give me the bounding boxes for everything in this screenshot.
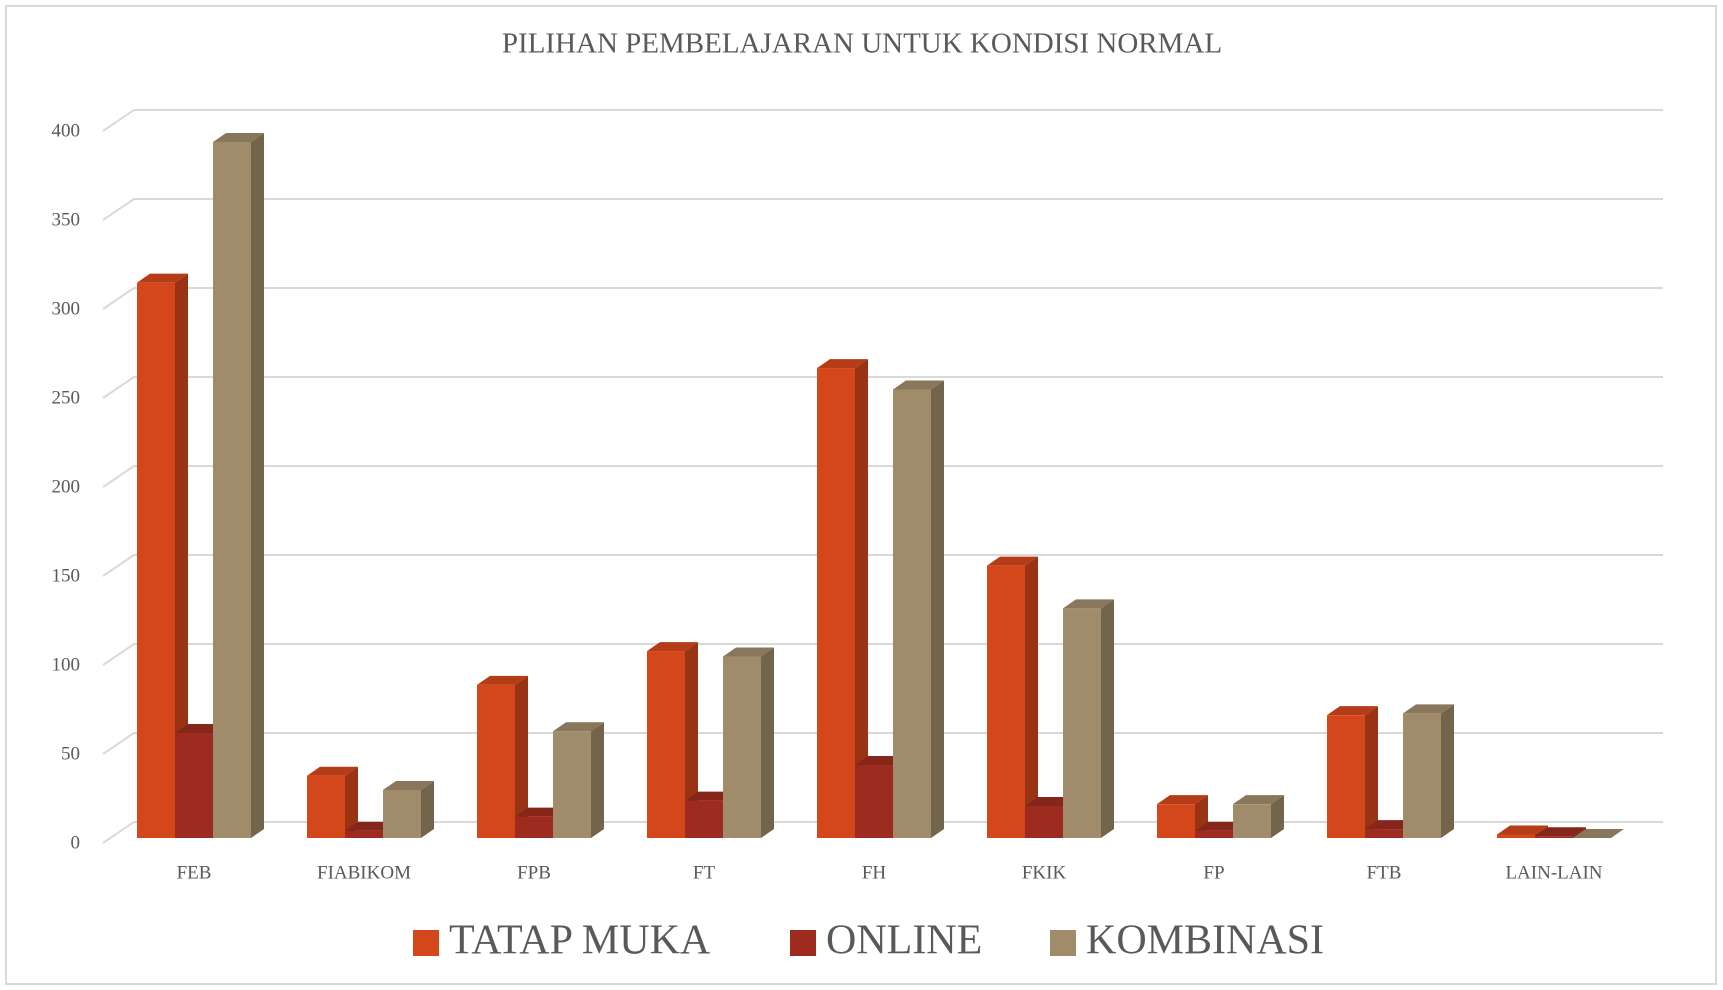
chart-title: PILIHAN PEMBELAJARAN UNTUK KONDISI NORMA… [502,28,1222,60]
grid-line [102,821,1663,844]
y-tick-label: 300 [52,298,81,319]
bar [817,368,855,838]
bar-side [1573,827,1586,838]
bar-side [515,675,528,838]
grid-line [102,376,1663,399]
bar-side [591,722,604,838]
x-tick-label: FTB [1367,862,1402,883]
bar [1497,834,1535,838]
y-tick-label: 200 [52,476,81,497]
bar [1365,829,1403,838]
x-tick-label: LAIN-LAIN [1505,862,1602,883]
bar-top [893,380,944,390]
bar [137,282,175,838]
bar-side [251,133,264,838]
bar [1157,804,1195,838]
bar [1233,804,1271,838]
y-tick-label: 0 [71,832,81,853]
grid-line [102,465,1663,488]
bar [855,765,893,838]
x-tick-label: FIABIKOM [317,862,411,883]
bar [723,656,761,838]
y-tick-label: 150 [52,565,81,586]
bar [893,389,931,838]
bar-top [477,675,528,685]
y-tick-label: 400 [52,120,81,141]
bar-side [761,647,774,838]
legend-swatch [413,930,439,956]
bar-side [1441,704,1454,838]
bar [1403,713,1441,838]
bar [175,732,213,838]
x-tick-label: FH [862,862,887,883]
bar-top [137,273,188,283]
legend-label: KOMBINASI [1086,918,1324,964]
bar [515,816,553,838]
bar-side [345,766,358,838]
x-tick-label: FPB [517,862,551,883]
legend-label: TATAP MUKA [449,918,711,964]
bar [1535,836,1573,838]
legend-label: ONLINE [826,918,982,964]
bar [987,565,1025,838]
bar [553,731,591,838]
bar-side [175,273,188,838]
bar-top [987,556,1038,566]
bar-top [1157,795,1208,805]
legend-swatch [790,930,816,956]
grid-line [102,732,1663,755]
bar-top [213,133,264,143]
y-tick-label: 350 [52,209,81,230]
bar-side [931,380,944,838]
bar-side [685,642,698,838]
x-tick-label: FKIK [1022,862,1067,883]
bar-side [1271,795,1284,838]
bar-top [1573,829,1624,838]
bar [307,775,345,838]
bar [1327,715,1365,838]
x-tick-label: FT [693,862,716,883]
bar-top [1233,795,1284,805]
bar-side [421,780,434,838]
legend-swatch [1050,930,1076,956]
y-tick-label: 100 [52,654,81,675]
bar [383,789,421,838]
bar-side [855,359,868,838]
bar-side [1365,706,1378,838]
bar [1063,608,1101,838]
grid-line [102,554,1663,577]
bar [477,684,515,838]
bar-top [1063,599,1114,609]
bar-top [383,780,434,790]
y-tick-label: 250 [52,387,81,408]
bar [1025,805,1063,838]
y-tick-label: 50 [61,743,80,764]
grid-line [102,109,1663,132]
bar [345,830,383,838]
bar [1195,830,1233,838]
grid-line [102,287,1663,310]
bar-top [1403,704,1454,714]
bar-top [1327,706,1378,716]
bar-top [553,722,604,732]
bar [685,800,723,838]
bar-top [647,642,698,652]
bar-side [1101,599,1114,838]
bar-top [1535,827,1586,837]
bar [213,142,251,838]
x-tick-label: FEB [177,862,212,883]
bar [647,651,685,838]
bar-top [1497,825,1548,835]
grid-line [102,198,1663,221]
bar-top [723,647,774,657]
bar-top [817,359,868,369]
bar-top [307,766,358,776]
x-tick-label: FP [1203,862,1224,883]
grid-line [102,643,1663,666]
bar-side [1025,556,1038,838]
